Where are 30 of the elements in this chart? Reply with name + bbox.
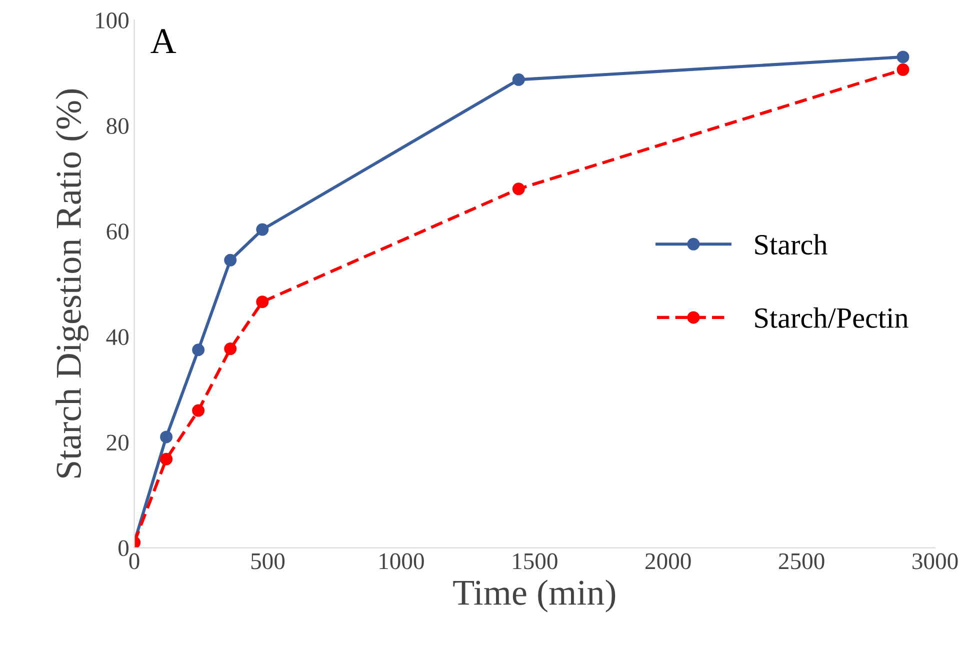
x-axis-title: Time (min) (453, 580, 616, 612)
point (256, 223, 269, 236)
y-tick-label: 40 (106, 329, 128, 346)
point (256, 296, 269, 308)
point (224, 254, 237, 266)
point (224, 342, 237, 356)
point (896, 63, 910, 76)
point (160, 430, 173, 444)
point (192, 344, 205, 356)
x-tick-label: 2000 (646, 553, 691, 570)
point (160, 452, 173, 466)
y-tick-label: 0 (118, 540, 128, 556)
x-tick-label: 1000 (380, 553, 424, 570)
point (192, 404, 205, 417)
x-tick-label: 3000 (912, 553, 958, 570)
x-tick-label: 1500 (513, 553, 558, 570)
y-tick-label: 100 (96, 12, 128, 28)
y-axis-title: Starch Digestion Ratio (%) (56, 89, 88, 478)
x-tick-label: 500 (251, 553, 285, 570)
legend-label: Starch/Pectin (755, 307, 908, 328)
point (896, 50, 910, 64)
x-tick-label: 2500 (778, 553, 824, 570)
y-tick-label: 20 (106, 434, 128, 451)
point (512, 182, 525, 196)
point (512, 73, 525, 86)
annotation: A (150, 29, 176, 54)
y-tick-label: 80 (106, 118, 128, 134)
legend-label: Starch (755, 234, 828, 255)
x-tick-label: 0 (129, 553, 140, 570)
y-tick-label: 60 (106, 224, 128, 240)
